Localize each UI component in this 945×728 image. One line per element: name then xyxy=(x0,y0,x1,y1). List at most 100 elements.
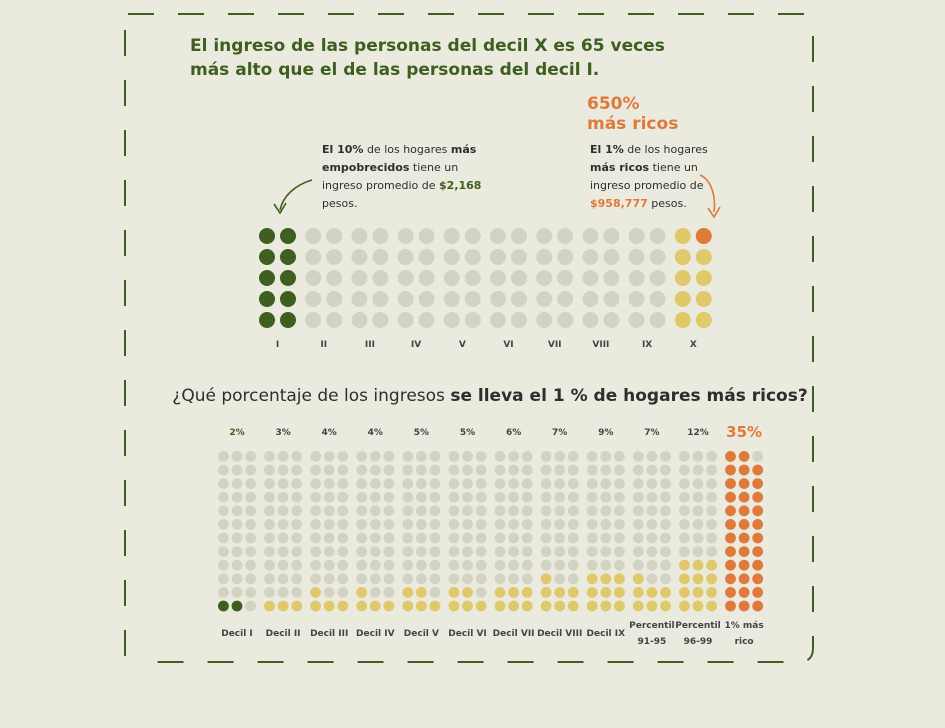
chart2-dot xyxy=(679,451,690,462)
chart2-dot xyxy=(540,478,552,489)
chart2-dot xyxy=(706,559,717,571)
chart2-dot xyxy=(323,532,335,544)
chart2-dot xyxy=(475,464,487,476)
chart2-dot xyxy=(494,505,506,517)
chart2-category-label: Decil IX xyxy=(587,629,626,639)
chart2-dot xyxy=(475,478,487,489)
chart2-percent-label: 6% xyxy=(506,428,521,438)
chart2-dot xyxy=(508,546,519,557)
chart2-dot xyxy=(586,478,598,489)
chart2-dot xyxy=(738,505,750,517)
chart2-dot xyxy=(356,532,368,544)
chart2-dot xyxy=(646,532,658,544)
chart2-dot xyxy=(567,532,579,544)
dashed-border xyxy=(124,13,814,663)
chart1-dot xyxy=(418,312,435,328)
chart2-dot xyxy=(369,505,381,517)
poor-annotation-text3: pesos. xyxy=(322,197,358,210)
chart2-dot xyxy=(752,451,764,462)
chart2-dot xyxy=(646,491,658,503)
chart2-dot xyxy=(356,600,368,612)
chart2-dot xyxy=(416,559,427,571)
chart2-dot xyxy=(752,559,764,571)
chart2-dot xyxy=(245,600,256,612)
chart2-dot xyxy=(725,451,736,462)
chart2-dot xyxy=(337,532,349,544)
chart1-dot xyxy=(280,312,296,328)
chart1-dot xyxy=(280,270,296,286)
chart2-dot xyxy=(508,519,519,530)
chart1-dot xyxy=(695,249,712,265)
chart2-dot xyxy=(448,559,460,571)
chart2-dot xyxy=(231,505,243,517)
chart2-dot xyxy=(291,491,303,503)
chart2-dot xyxy=(310,546,321,557)
chart1-dot xyxy=(305,270,322,286)
chart2-dot xyxy=(660,491,671,503)
chart2-dot xyxy=(494,587,506,598)
chart2-dot xyxy=(475,451,487,462)
chart2-dot xyxy=(277,519,289,530)
chart2-dot xyxy=(632,519,644,530)
chart2-dot xyxy=(416,491,427,503)
chart2-dot xyxy=(310,587,321,598)
chart2-dot xyxy=(725,464,736,476)
chart2-dot xyxy=(646,464,658,476)
chart1-dot xyxy=(557,270,574,286)
chart2-dot xyxy=(706,491,717,503)
chart2-dot xyxy=(679,532,690,544)
chart2-dot xyxy=(264,532,275,544)
chart2-dot xyxy=(752,464,764,476)
chart2-dot xyxy=(310,478,321,489)
chart2-dot xyxy=(679,546,690,557)
chart2-dot xyxy=(706,600,717,612)
chart2-percent-label: 3% xyxy=(275,428,290,438)
chart2-dot xyxy=(218,532,229,544)
chart2-dot xyxy=(508,600,519,612)
chart2-dot xyxy=(521,451,533,462)
chart2-dot xyxy=(264,519,275,530)
chart2-dot xyxy=(738,573,750,585)
chart2-dot xyxy=(567,464,579,476)
chart2-dot xyxy=(567,451,579,462)
chart2-dot xyxy=(369,559,381,571)
chart2-dot xyxy=(402,464,414,476)
chart2-dot xyxy=(494,478,506,489)
chart2-dot xyxy=(291,451,303,462)
chart2-dot xyxy=(554,600,566,612)
chart2-category-label: Percentil xyxy=(629,621,674,631)
chart2-dot xyxy=(369,532,381,544)
chart2-dot xyxy=(383,505,395,517)
chart2-dot xyxy=(600,505,612,517)
chart2-dot xyxy=(245,519,256,530)
question-title: ¿Qué porcentaje de los ingresos se lleva… xyxy=(0,386,945,406)
chart2-dot xyxy=(540,546,552,557)
chart2-dot xyxy=(264,587,275,598)
chart2-dot xyxy=(462,491,473,503)
chart2-dot xyxy=(310,519,321,530)
chart2-dot xyxy=(291,546,303,557)
chart2-dot xyxy=(383,532,395,544)
chart2-dot xyxy=(692,573,704,585)
chart2-dot xyxy=(356,491,368,503)
chart2-dot xyxy=(554,532,566,544)
chart2-dot xyxy=(540,532,552,544)
chart2-dot xyxy=(614,532,625,544)
chart2-dot xyxy=(600,491,612,503)
chart2-dot xyxy=(586,559,598,571)
chart2-dot xyxy=(245,464,256,476)
chart2-dot xyxy=(402,573,414,585)
chart2-dot xyxy=(660,519,671,530)
rich-annotation-text3: pesos. xyxy=(647,197,687,210)
chart2-dot xyxy=(600,559,612,571)
chart2-dot xyxy=(245,587,256,598)
chart2-dot xyxy=(310,532,321,544)
chart1-dot xyxy=(259,291,275,307)
chart2-dot xyxy=(706,478,717,489)
chart2-dot xyxy=(586,546,598,557)
chart2-dot xyxy=(494,532,506,544)
chart2-dot xyxy=(567,519,579,530)
chart2-dot xyxy=(508,491,519,503)
chart2-dot xyxy=(291,532,303,544)
chart1-category-label: I xyxy=(276,340,279,350)
